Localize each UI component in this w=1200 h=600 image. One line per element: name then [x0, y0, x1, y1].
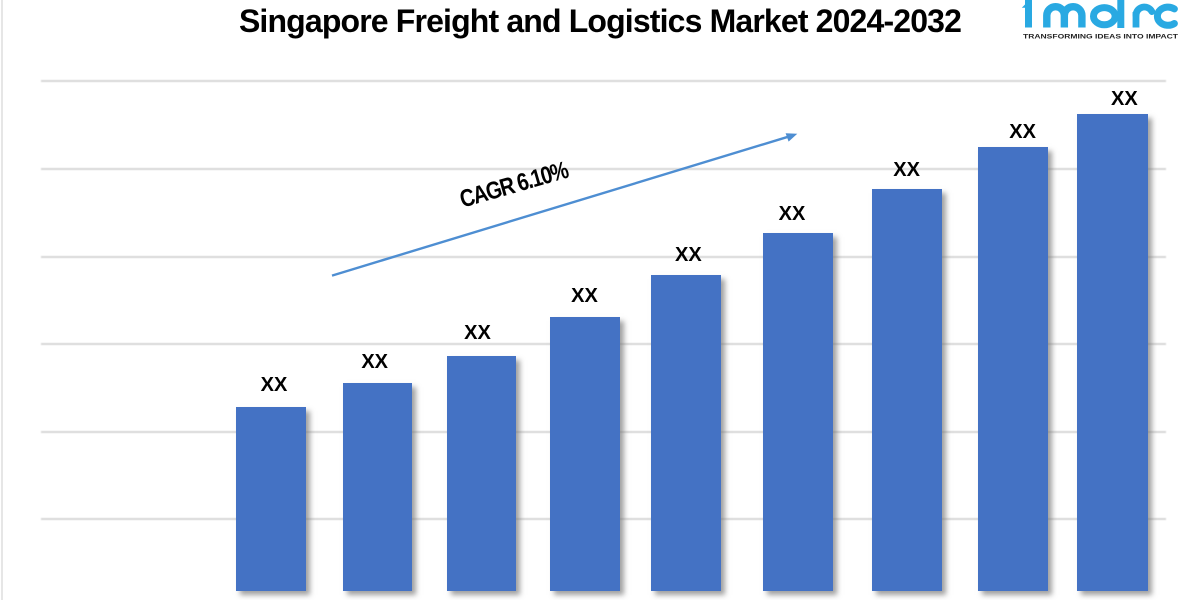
- svg-text:TRANSFORMING IDEAS INTO IMPACT: TRANSFORMING IDEAS INTO IMPACT: [1023, 34, 1178, 41]
